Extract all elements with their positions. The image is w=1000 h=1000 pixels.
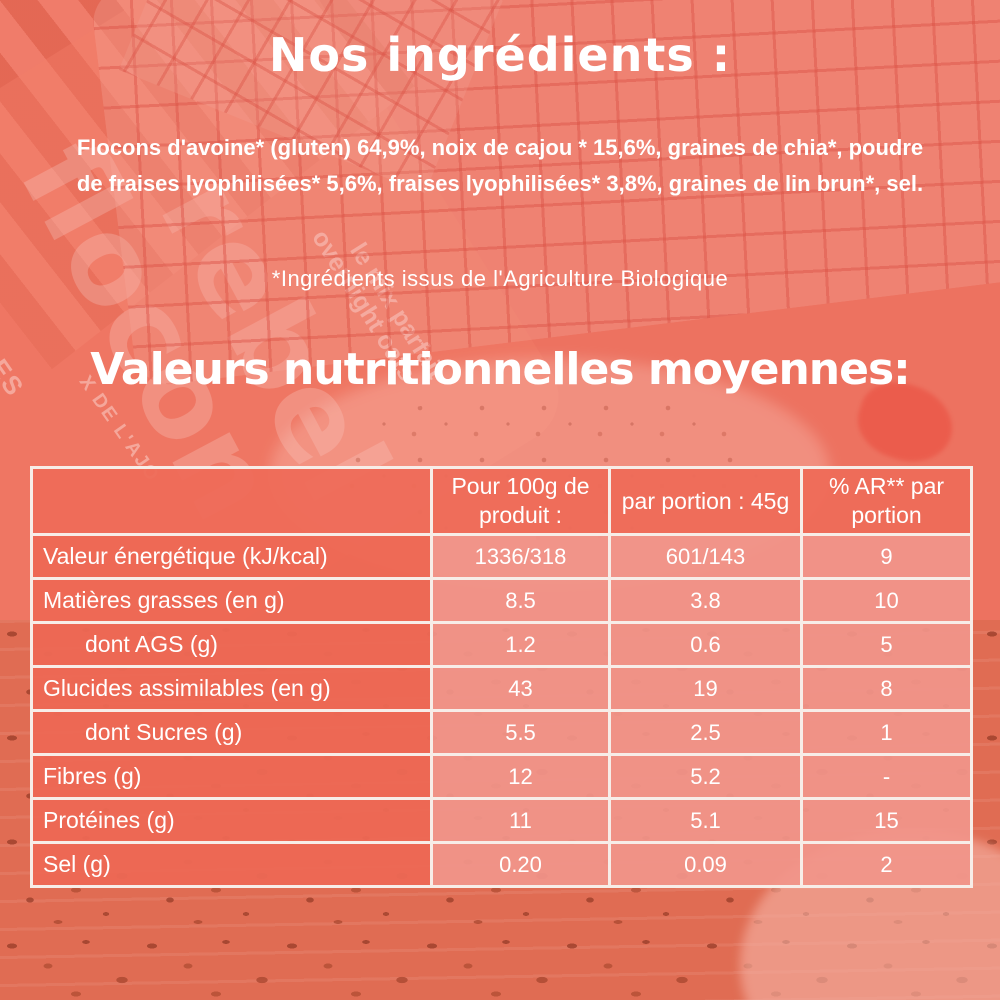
- value-ar-percent: 9: [800, 533, 973, 580]
- value-per-portion: 3.8: [608, 577, 803, 624]
- value-ar-percent: 10: [800, 577, 973, 624]
- row-label: Protéines (g): [30, 797, 433, 844]
- value-per-portion: 5.1: [608, 797, 803, 844]
- value-per-portion: 0.09: [608, 841, 803, 888]
- value-ar-percent: 8: [800, 665, 973, 712]
- value-ar-percent: 2: [800, 841, 973, 888]
- row-label: Fibres (g): [30, 753, 433, 800]
- ingredients-title: Nos ingrédients :: [268, 28, 732, 82]
- value-ar-percent: 1: [800, 709, 973, 756]
- value-per-100g: 11: [430, 797, 611, 844]
- column-header-ar-percent: % AR** par portion: [800, 466, 973, 536]
- value-ar-percent: 15: [800, 797, 973, 844]
- organic-footnote: *Ingrédients issus de l'Agriculture Biol…: [271, 266, 729, 291]
- nutrition-table: Pour 100g de produit : par portion : 45g…: [30, 466, 973, 888]
- row-label: dont Sucres (g): [30, 709, 433, 756]
- table-row: dont Sucres (g) 5.5 2.5 1: [30, 709, 973, 756]
- table-corner-cell: [30, 466, 433, 536]
- value-per-portion: 19: [608, 665, 803, 712]
- row-label: Valeur énergétique (kJ/kcal): [30, 533, 433, 580]
- value-per-100g: 8.5: [430, 577, 611, 624]
- value-per-100g: 5.5: [430, 709, 611, 756]
- value-per-portion: 5.2: [608, 753, 803, 800]
- value-per-portion: 2.5: [608, 709, 803, 756]
- nutrition-title: Valeurs nutritionnelles moyennes:: [90, 344, 910, 395]
- value-ar-percent: 5: [800, 621, 973, 668]
- row-label: Sel (g): [30, 841, 433, 888]
- row-label: Glucides assimilables (en g): [30, 665, 433, 712]
- value-per-portion: 0.6: [608, 621, 803, 668]
- table-row: dont AGS (g) 1.2 0.6 5: [30, 621, 973, 668]
- value-per-100g: 1.2: [430, 621, 611, 668]
- table-row: Fibres (g) 12 5.2 -: [30, 753, 973, 800]
- table-row: Glucides assimilables (en g) 43 19 8: [30, 665, 973, 712]
- table-header-row: Pour 100g de produit : par portion : 45g…: [30, 466, 973, 536]
- table-row: Matières grasses (en g) 8.5 3.8 10: [30, 577, 973, 624]
- row-label: Matières grasses (en g): [30, 577, 433, 624]
- value-per-100g: 12: [430, 753, 611, 800]
- column-header-per-portion: par portion : 45g: [608, 466, 803, 536]
- value-ar-percent: -: [800, 753, 973, 800]
- table-row: Sel (g) 0.20 0.09 2: [30, 841, 973, 888]
- value-per-100g: 1336/318: [430, 533, 611, 580]
- table-row: Protéines (g) 11 5.1 15: [30, 797, 973, 844]
- table-row: Valeur énergétique (kJ/kcal) 1336/318 60…: [30, 533, 973, 580]
- value-per-100g: 43: [430, 665, 611, 712]
- ingredients-list-text: Flocons d'avoine* (gluten) 64,9%, noix d…: [76, 135, 924, 196]
- value-per-portion: 601/143: [608, 533, 803, 580]
- column-header-per-100g: Pour 100g de produit :: [430, 466, 611, 536]
- value-per-100g: 0.20: [430, 841, 611, 888]
- row-label: dont AGS (g): [30, 621, 433, 668]
